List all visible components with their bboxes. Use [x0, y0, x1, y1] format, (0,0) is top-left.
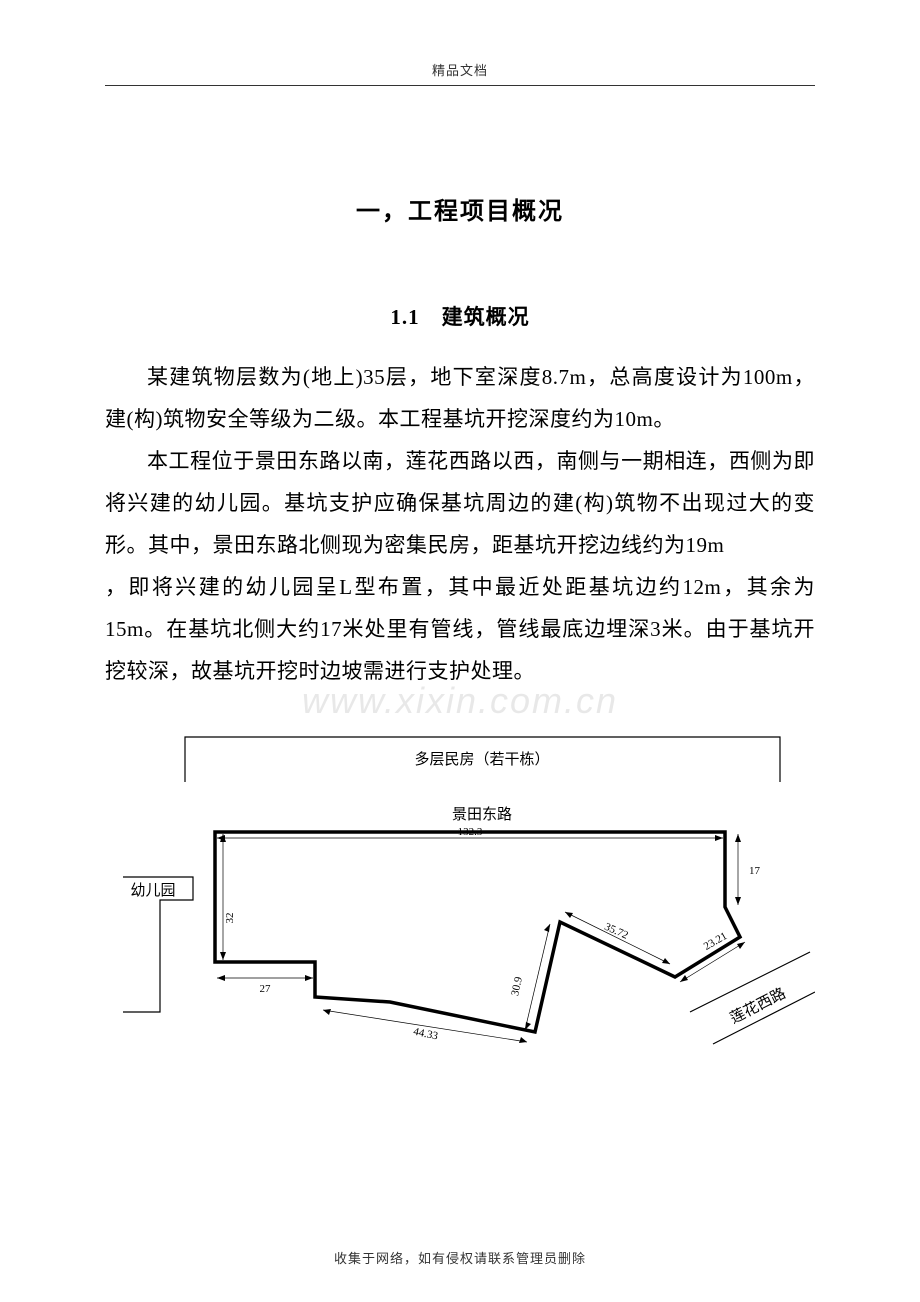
kindergarten-label: 幼儿园: [130, 882, 175, 899]
dim-b1-text: 27: [260, 983, 272, 995]
dim-b4-line: [565, 912, 670, 964]
dim-b2-text: 44.33: [412, 1026, 439, 1043]
dim-b2-arrow-l: [323, 1009, 331, 1015]
dim-b1-arrow-r: [305, 975, 313, 981]
site-plan-diagram: 多层民房（若干栋） 景田东路 132.3 17 32 幼儿园: [105, 707, 815, 1107]
dim-b2-arrow-r: [519, 1037, 527, 1043]
site-plan-svg: 多层民房（若干栋） 景田东路 132.3 17 32 幼儿园: [105, 707, 815, 1107]
main-title: 一，工程项目概况: [105, 191, 815, 226]
page-footer: 收集于网络，如有侵权请联系管理员删除: [0, 1248, 920, 1267]
dim-right-text: 17: [749, 865, 761, 877]
dim-b4-arrow-r: [662, 958, 670, 964]
dim-corner-text: 23.21: [702, 930, 729, 953]
dim-b4-arrow-l: [565, 912, 573, 918]
dim-left-text: 32: [224, 913, 236, 924]
dim-b3-arrow-t: [544, 924, 550, 932]
dim-right-arrow-t: [735, 834, 741, 842]
foundation-pit-outline: [215, 832, 740, 1032]
dim-b3-text: 30.9: [509, 975, 525, 997]
paragraph-2: 本工程位于景田东路以南，莲花西路以西，南侧与一期相连，西侧为即将兴建的幼儿园。基…: [105, 440, 815, 566]
page-header: 精品文档: [105, 60, 815, 79]
dim-left-arrow-b: [220, 952, 226, 960]
dim-right-arrow-b: [735, 897, 741, 905]
dim-b4-text: 35.72: [602, 921, 629, 942]
north-building-label: 多层民房（若干栋）: [414, 750, 549, 768]
dim-b1-arrow-l: [217, 975, 225, 981]
paragraph-3: ，即将兴建的幼儿园呈L型布置，其中最近处距基坑边约12m，其余为15m。在基坑北…: [105, 566, 815, 692]
dim-corner-arrow-l: [680, 975, 688, 982]
dim-corner-arrow-r: [737, 942, 745, 949]
header-rule: [105, 85, 815, 86]
road-north-label: 景田东路: [452, 806, 512, 823]
dim-top-arrow-r: [715, 835, 723, 841]
paragraph-1: 某建筑物层数为(地上)35层，地下室深度8.7m，总高度设计为100m，建(构)…: [105, 356, 815, 440]
sub-title: 1.1 建筑概况: [105, 301, 815, 331]
